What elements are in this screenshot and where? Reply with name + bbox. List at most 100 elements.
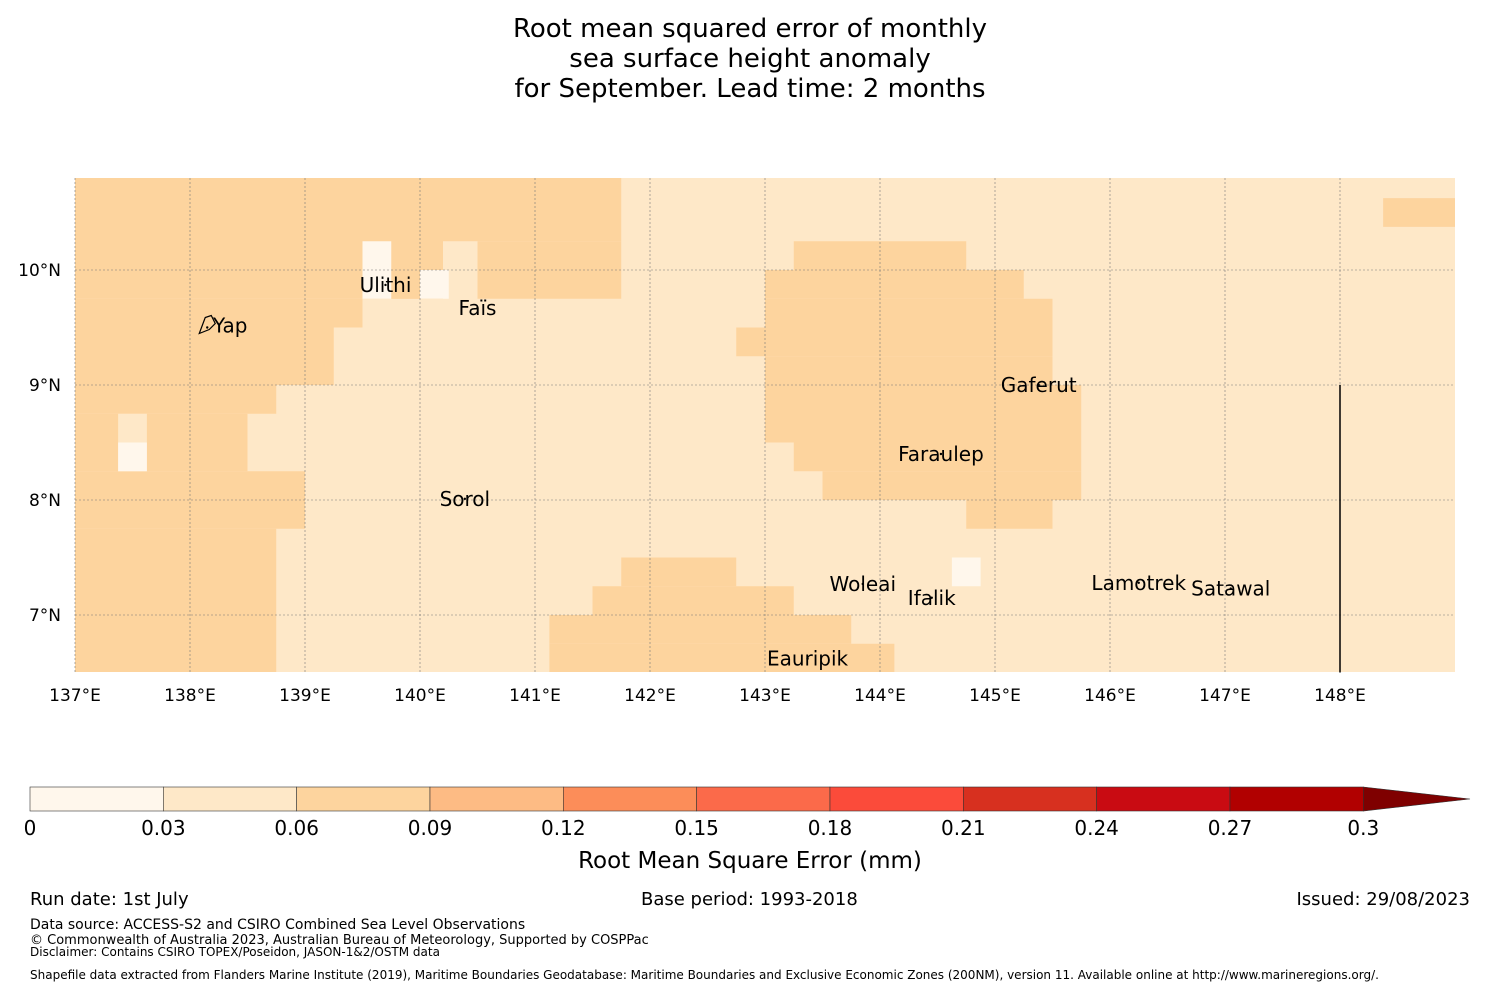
axis-labels: 137°E 138°E 139°E 140°E 141°E 142°E 143°E 144°E… (18, 261, 1366, 706)
title-line-3: for September. Lead time: 2 months (514, 74, 986, 104)
colorbar-tick-label: 0.06 (274, 816, 319, 840)
data-source: Data source: ACCESS-S2 and CSIRO Combine… (30, 917, 526, 933)
island-label: Lamotrek (1091, 571, 1186, 595)
island-marker (1137, 581, 1140, 584)
island-marker (806, 657, 809, 660)
island-label: Satawal (1191, 577, 1270, 601)
colorbar-tick-label: 0.03 (141, 816, 186, 840)
y-tick-label: 9°N (29, 376, 61, 396)
colorbar-segment (696, 786, 831, 812)
rmse-field (75, 178, 1455, 672)
rmse-cell-5 (75, 327, 334, 385)
colorbar-label: Root Mean Square Error (mm) (578, 848, 922, 874)
rmse-cell-4 (75, 298, 363, 328)
island-marker (476, 306, 479, 310)
colorbar-tick-label: 0.18 (808, 816, 853, 840)
colorbar-tick-label: 0 (24, 816, 37, 840)
x-tick-label: 141°E (509, 686, 561, 706)
y-tick-label: 8°N (29, 491, 61, 511)
island-marker (384, 283, 387, 287)
x-tick-label: 143°E (739, 686, 791, 706)
rmse-cell-17 (736, 327, 765, 357)
title-line-1: Root mean squared error of monthly (512, 14, 988, 44)
rmse-cell-2 (477, 241, 622, 299)
rmse-cell-7 (75, 413, 248, 472)
island-label: Woleai (829, 572, 896, 596)
colorbar-tick-label: 0.09 (408, 816, 453, 840)
colorbar-tick-label: 0.15 (674, 816, 719, 840)
colorbar-segment (163, 786, 297, 812)
colorbar-tick-label: 0.12 (541, 816, 586, 840)
rmse-cell-1 (75, 178, 622, 242)
colorbar-tick-label: 0.3 (1347, 816, 1379, 840)
x-tick-label: 147°E (1199, 686, 1251, 706)
colorbar-segment (963, 786, 1097, 812)
rmse-cell-18 (765, 356, 1053, 385)
island-label: Eauripik (767, 647, 849, 671)
island-label: Gaferut (1001, 373, 1077, 397)
island-label: Faïs (459, 296, 497, 320)
rmse-cell-13 (420, 270, 449, 299)
x-tick-label: 145°E (969, 686, 1021, 706)
island-marker (1229, 587, 1232, 590)
rmse-cell-19 (765, 385, 1082, 443)
rmse-cell-21 (822, 471, 1082, 500)
y-tick-label: 7°N (29, 606, 61, 626)
issued-date: Issued: 29/08/2023 (1296, 889, 1470, 910)
rmse-cell-25 (592, 586, 794, 615)
island-label: Sorol (440, 487, 491, 511)
chart-title: Root mean squared error of monthly sea s… (0, 14, 1500, 104)
disclaimer: Disclaimer: Contains CSIRO TOPEX/Poseido… (30, 945, 440, 959)
island-marker (930, 596, 933, 599)
title-line-2: sea surface height anomaly (569, 44, 931, 74)
base-period: Base period: 1993-2018 (641, 889, 858, 910)
rmse-cell-15 (765, 270, 1024, 299)
colorbar-tick-label: 0.24 (1074, 816, 1119, 840)
y-tick-label: 10°N (18, 261, 61, 281)
colorbar-segment (563, 786, 697, 812)
island-marker (206, 326, 209, 329)
rmse-cell-23 (951, 557, 981, 587)
island-label: Yap (212, 314, 247, 338)
island-label: Ulithi (360, 273, 412, 297)
island-labels: Yap Ulithi Faïs Gaferut Faraulep Sorol Woleai I… (198, 273, 1270, 671)
colorbar-segment (1096, 786, 1231, 812)
rmse-cell-28 (1383, 198, 1455, 227)
rmse-cell-11 (118, 442, 147, 472)
x-tick-label: 148°E (1314, 686, 1366, 706)
x-tick-label: 144°E (854, 686, 906, 706)
colorbar-segment (1229, 786, 1364, 812)
x-tick-label: 138°E (164, 686, 216, 706)
rmse-cell-9 (75, 528, 277, 672)
colorbar-segment (29, 786, 164, 812)
island-label: Faraulep (898, 442, 984, 466)
graticule (74, 178, 1455, 673)
colorbar-tick-label: 0.21 (941, 816, 986, 840)
rmse-cell-20 (793, 442, 1082, 472)
rmse-cell-24 (621, 557, 737, 587)
x-tick-label: 146°E (1084, 686, 1136, 706)
x-tick-label: 137°E (49, 686, 101, 706)
island-label: Ifalik (908, 586, 956, 610)
rmse-cell-22 (966, 500, 1053, 529)
colorbar-extend-arrow (1363, 786, 1471, 812)
island-marker (861, 582, 864, 586)
rmse-cell-27 (549, 643, 895, 672)
x-tick-label: 139°E (279, 686, 331, 706)
island-marker (463, 497, 467, 501)
copyright: © Commonwealth of Australia 2023, Austra… (30, 933, 649, 948)
rmse-cell-16 (765, 298, 1053, 357)
rmse-cell-6 (75, 385, 277, 414)
run-date: Run date: 1st July (30, 889, 189, 910)
rmse-cell-26 (549, 615, 852, 644)
colorbar-segment (296, 786, 431, 812)
colorbar-segment (829, 786, 964, 812)
colorbar-tick-label: 0.27 (1208, 816, 1253, 840)
shapefile-credit: Shapefile data extracted from Flanders M… (30, 968, 1379, 982)
x-tick-label: 140°E (394, 686, 446, 706)
colorbar: 0 0.03 0.06 0.09 0.12 0.15 0.18 0.21 0.24 0.27 0.3… (24, 786, 1471, 874)
yap-island-shape (198, 314, 216, 335)
x-tick-label: 142°E (624, 686, 676, 706)
island-marker (1037, 383, 1040, 387)
